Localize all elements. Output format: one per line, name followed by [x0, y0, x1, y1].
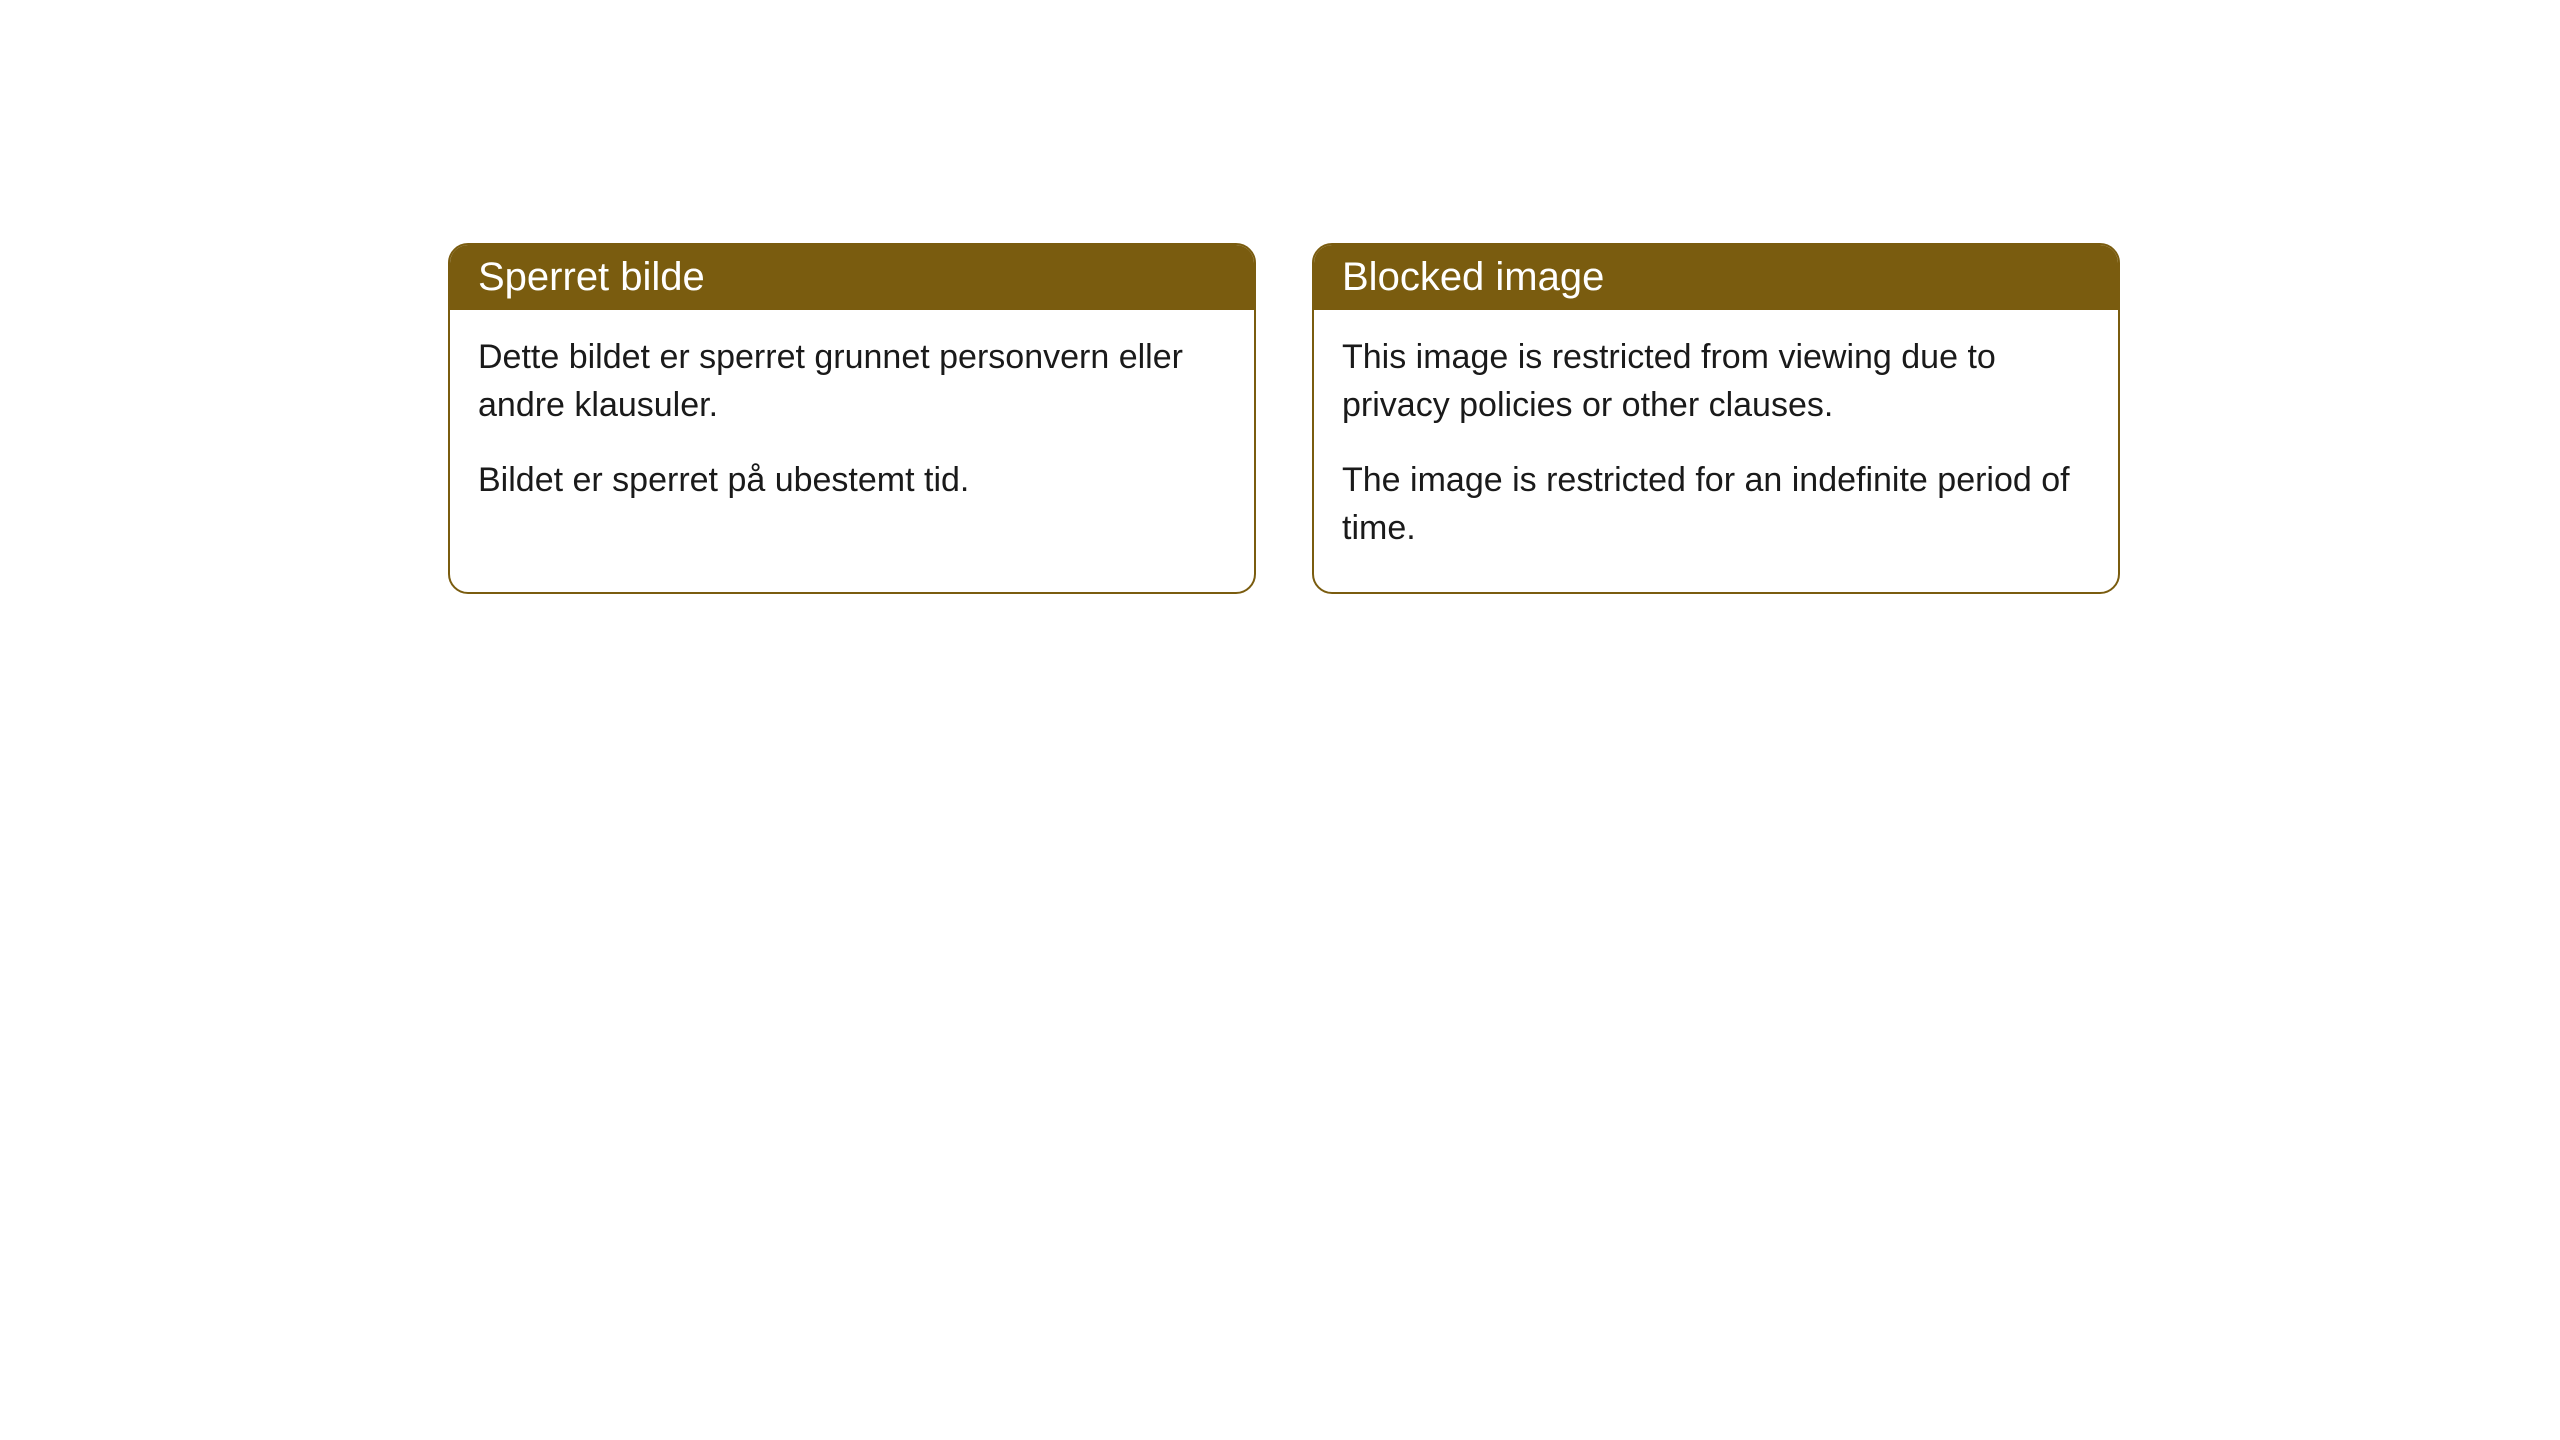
- blocked-image-card-english: Blocked image This image is restricted f…: [1312, 243, 2120, 594]
- card-title: Sperret bilde: [450, 245, 1254, 310]
- card-body: Dette bildet er sperret grunnet personve…: [450, 310, 1254, 545]
- card-container: Sperret bilde Dette bildet er sperret gr…: [0, 0, 2560, 594]
- card-title: Blocked image: [1314, 245, 2118, 310]
- card-paragraph: Bildet er sperret på ubestemt tid.: [478, 457, 1226, 505]
- card-paragraph: This image is restricted from viewing du…: [1342, 334, 2090, 429]
- card-paragraph: Dette bildet er sperret grunnet personve…: [478, 334, 1226, 429]
- card-body: This image is restricted from viewing du…: [1314, 310, 2118, 592]
- blocked-image-card-norwegian: Sperret bilde Dette bildet er sperret gr…: [448, 243, 1256, 594]
- card-paragraph: The image is restricted for an indefinit…: [1342, 457, 2090, 552]
